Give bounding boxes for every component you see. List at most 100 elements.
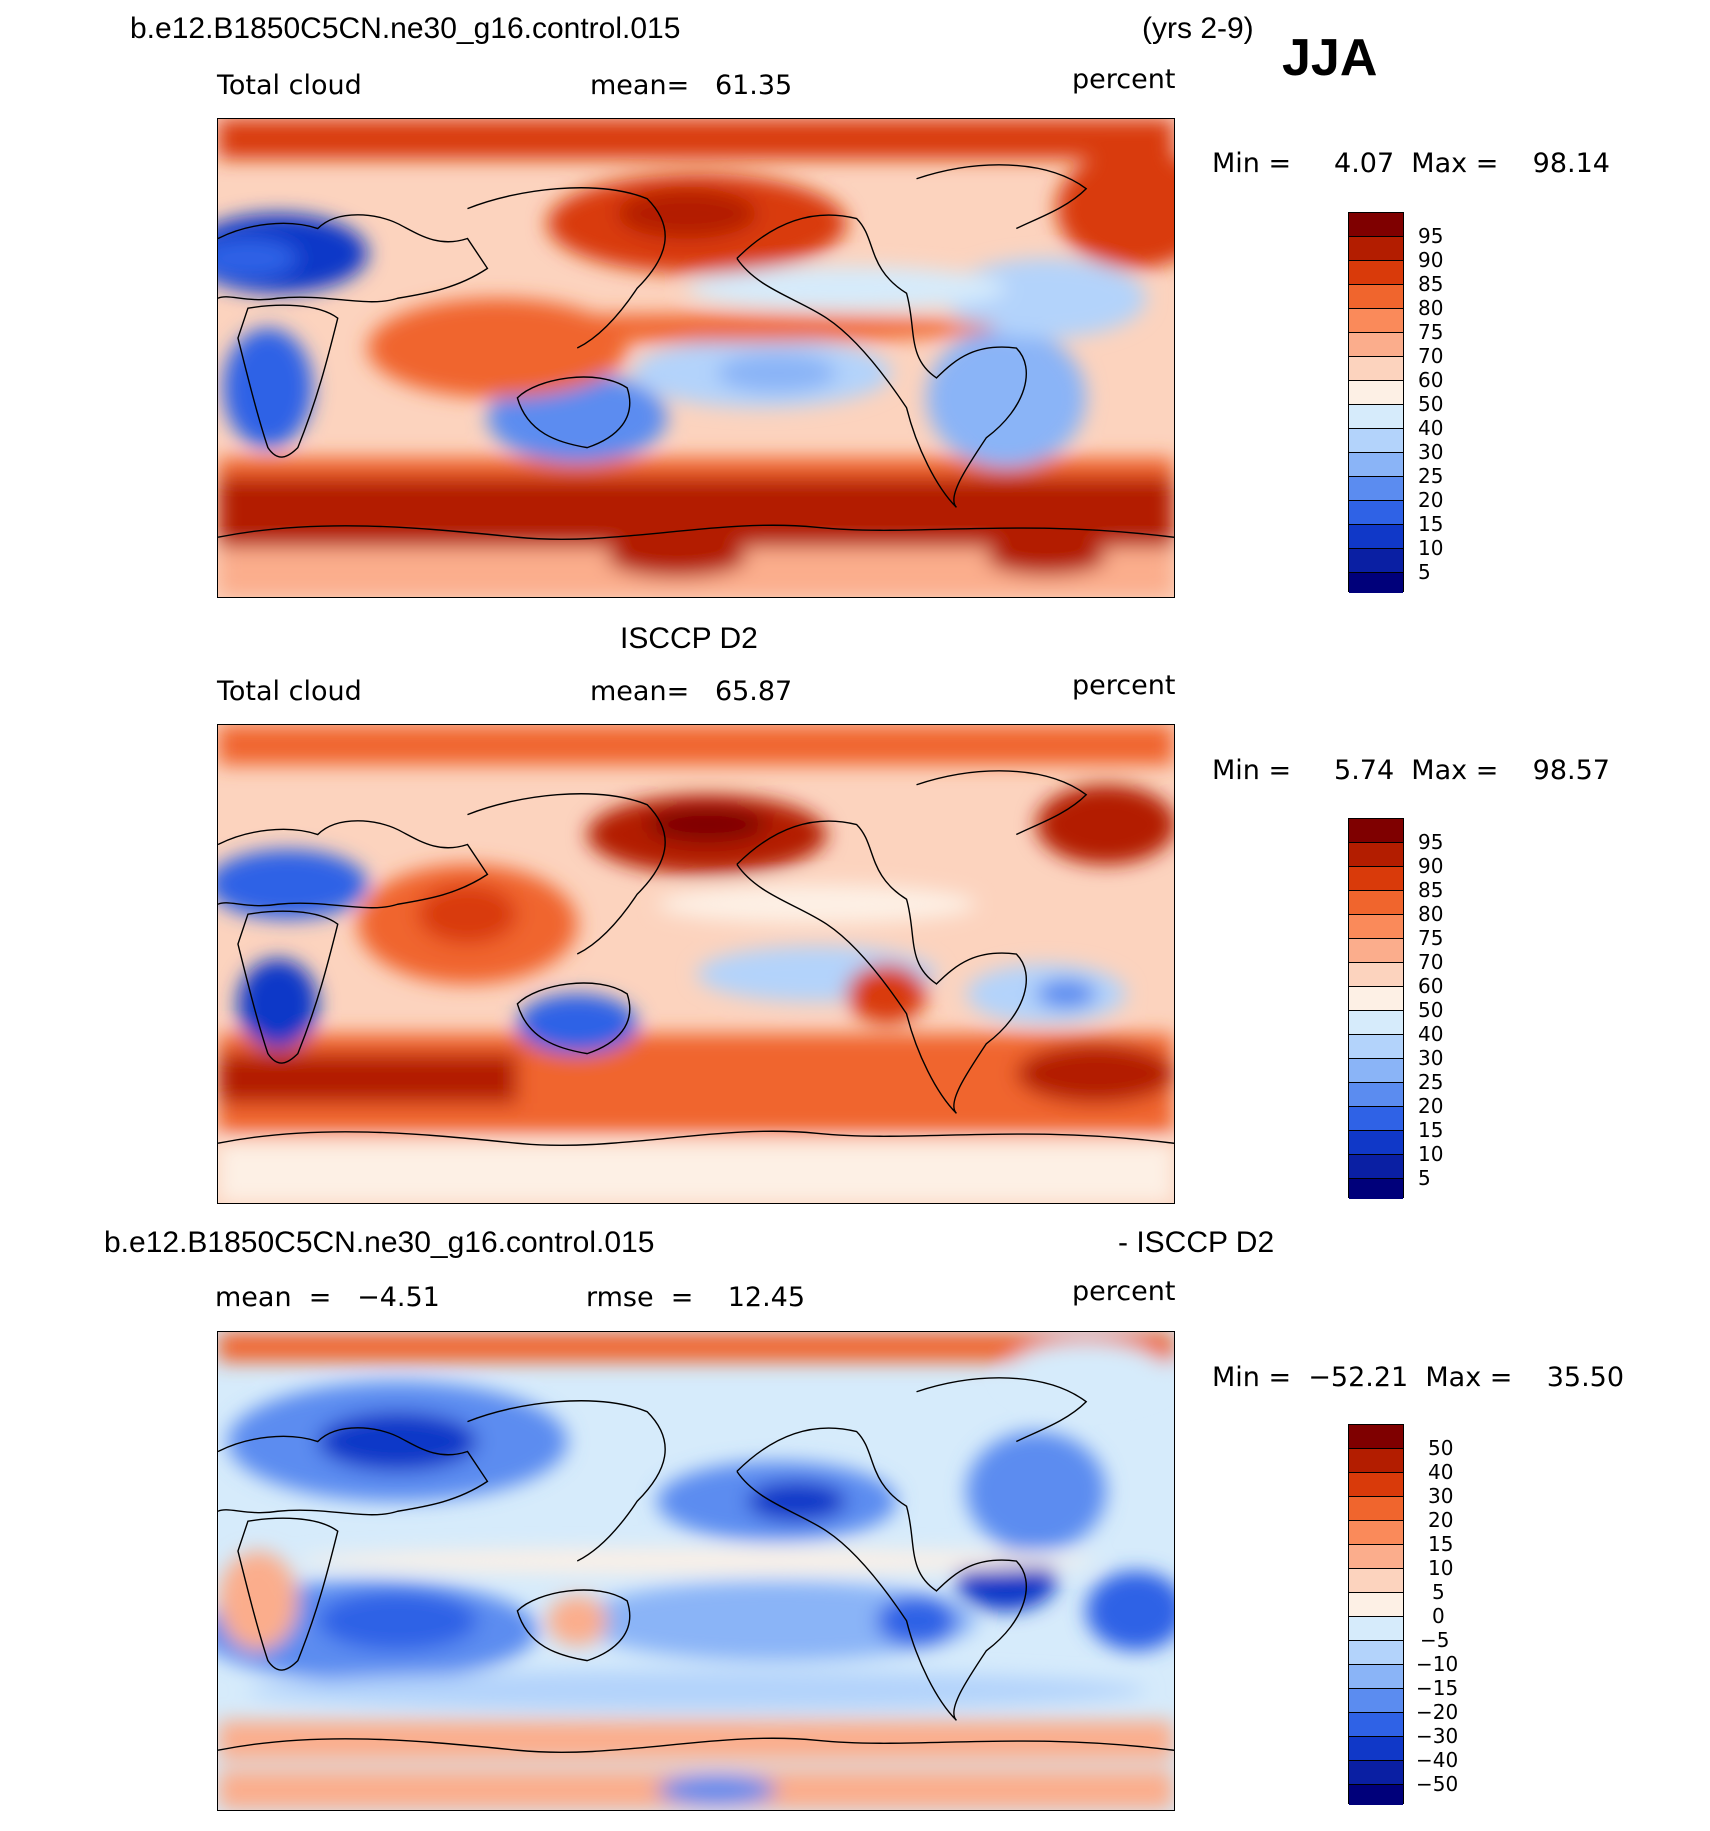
panel3-cb-label: 5	[1432, 1580, 1445, 1604]
cb-seg	[1349, 843, 1403, 867]
cb-seg	[1349, 1545, 1403, 1569]
cb-seg	[1349, 405, 1403, 429]
cb-seg	[1349, 1593, 1403, 1617]
cb-seg	[1349, 1083, 1403, 1107]
panel3-cb-label: −10	[1416, 1652, 1459, 1676]
cb-seg	[1349, 1059, 1403, 1083]
cb-seg	[1349, 333, 1403, 357]
cb-seg	[1349, 285, 1403, 309]
panel3-cb-label: 20	[1428, 1508, 1454, 1532]
cb-seg	[1349, 1179, 1403, 1199]
panel1-mean: mean= 61.35	[590, 70, 793, 101]
cb-seg	[1349, 573, 1403, 593]
cb-seg	[1349, 1617, 1403, 1641]
panel2-cb-label: 15	[1418, 1118, 1444, 1142]
panel3-rmse: rmse = 12.45	[586, 1282, 806, 1313]
cb-seg	[1349, 381, 1403, 405]
cb-seg	[1349, 891, 1403, 915]
panel2-mean: mean= 65.87	[590, 676, 793, 707]
panel2-colorbar	[1348, 818, 1404, 1199]
panel3-cb-label: −50	[1416, 1772, 1459, 1796]
panel2-cb-label: 90	[1418, 854, 1444, 878]
panel3-units: percent	[1072, 1276, 1176, 1307]
cb-seg	[1349, 1425, 1403, 1449]
panel2-cb-label: 50	[1418, 998, 1444, 1022]
panel2-cb-label: 30	[1418, 1046, 1444, 1070]
panel1-cb-label: 30	[1418, 440, 1444, 464]
panel3-cb-label: 30	[1428, 1484, 1454, 1508]
cb-seg	[1349, 237, 1403, 261]
panel1-cb-label: 15	[1418, 512, 1444, 536]
cb-seg	[1349, 261, 1403, 285]
panel1-cb-label: 25	[1418, 464, 1444, 488]
panel3-cb-label: 0	[1432, 1604, 1445, 1628]
panel2-minmax: Min = 5.74 Max = 98.57	[1212, 755, 1610, 786]
panel2-cb-label: 20	[1418, 1094, 1444, 1118]
panel1-variable: Total cloud	[217, 70, 362, 101]
panel1-cb-label: 60	[1418, 368, 1444, 392]
panel3-cb-label: −15	[1416, 1676, 1459, 1700]
cb-seg	[1349, 1131, 1403, 1155]
panel2-cb-label: 95	[1418, 830, 1444, 854]
panel1-cb-label: 20	[1418, 488, 1444, 512]
cb-seg	[1349, 213, 1403, 237]
panel2-cb-label: 80	[1418, 902, 1444, 926]
cb-seg	[1349, 1761, 1403, 1785]
cb-seg	[1349, 963, 1403, 987]
panel2-units: percent	[1072, 670, 1176, 701]
panel3-minmax: Min = −52.21 Max = 35.50	[1212, 1362, 1625, 1393]
panel1-colorbar	[1348, 212, 1404, 593]
cb-seg	[1349, 819, 1403, 843]
panel1-minmax: Min = 4.07 Max = 98.14	[1212, 148, 1610, 179]
panel2-cb-label: 40	[1418, 1022, 1444, 1046]
cb-seg	[1349, 1155, 1403, 1179]
panel2-cb-label: 60	[1418, 974, 1444, 998]
panel1-cb-label: 95	[1418, 224, 1444, 248]
cb-seg	[1349, 939, 1403, 963]
panel1-cb-label: 90	[1418, 248, 1444, 272]
panel1-units: percent	[1072, 64, 1176, 95]
cb-seg	[1349, 987, 1403, 1011]
panel1-cb-label: 40	[1418, 416, 1444, 440]
cb-seg	[1349, 549, 1403, 573]
panel2-cb-label: 25	[1418, 1070, 1444, 1094]
cb-seg	[1349, 453, 1403, 477]
cb-seg	[1349, 1569, 1403, 1593]
cb-seg	[1349, 1713, 1403, 1737]
panel2-cb-label: 70	[1418, 950, 1444, 974]
cb-seg	[1349, 1107, 1403, 1131]
cb-seg	[1349, 501, 1403, 525]
panel1-cb-label: 10	[1418, 536, 1444, 560]
cb-seg	[1349, 915, 1403, 939]
panel3-cb-label: −40	[1416, 1748, 1459, 1772]
cb-seg	[1349, 1665, 1403, 1689]
panel1-case-title: b.e12.B1850C5CN.ne30_g16.control.015	[130, 12, 681, 45]
cb-seg	[1349, 309, 1403, 333]
panel2-title: ISCCP D2	[620, 622, 758, 655]
panel2-cb-label: 85	[1418, 878, 1444, 902]
cb-seg	[1349, 477, 1403, 501]
panel3-colorbar	[1348, 1424, 1404, 1805]
panel1-cb-label: 80	[1418, 296, 1444, 320]
panel3-cb-label: 15	[1428, 1532, 1454, 1556]
cb-seg	[1349, 1785, 1403, 1805]
panel3-map	[217, 1331, 1175, 1811]
cb-seg	[1349, 1689, 1403, 1713]
cb-seg	[1349, 429, 1403, 453]
panel3-cb-label: −20	[1416, 1700, 1459, 1724]
panel3-title-right: - ISCCP D2	[1118, 1226, 1275, 1259]
cb-seg	[1349, 1641, 1403, 1665]
panel3-mean: mean = −4.51	[215, 1282, 440, 1313]
years-label: (yrs 2-9)	[1142, 12, 1254, 45]
panel1-cb-label: 85	[1418, 272, 1444, 296]
panel1-cb-label: 70	[1418, 344, 1444, 368]
panel3-cb-label: −5	[1420, 1628, 1450, 1652]
panel1-cb-label: 75	[1418, 320, 1444, 344]
season-label: JJA	[1282, 29, 1378, 87]
panel1-cb-label: 5	[1418, 560, 1431, 584]
cb-seg	[1349, 1521, 1403, 1545]
panel3-cb-label: −30	[1416, 1724, 1459, 1748]
cb-seg	[1349, 357, 1403, 381]
cb-seg	[1349, 1035, 1403, 1059]
panel2-cb-label: 5	[1418, 1166, 1431, 1190]
